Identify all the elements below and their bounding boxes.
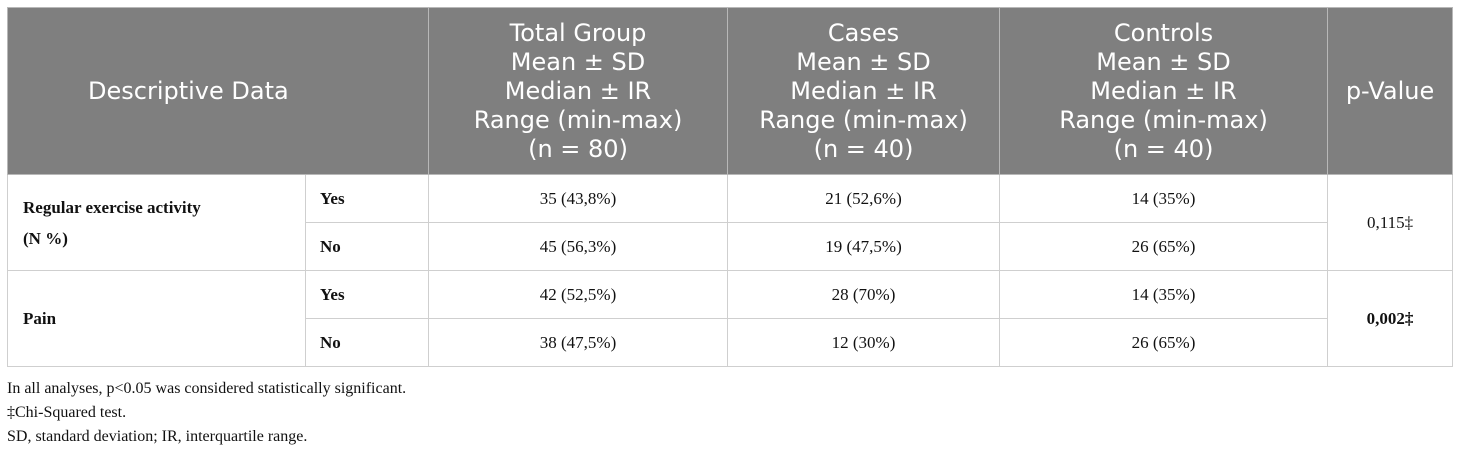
footnote-significance: In all analyses, p<0.05 was considered s… (7, 380, 407, 397)
row-label-pain: Pain (7, 270, 306, 367)
header-descriptive-data: Descriptive Data (6, 7, 430, 175)
header-stat-median: Median ± IR (504, 76, 652, 105)
header-stat-range: Range (min-max) (759, 105, 968, 134)
footnote-abbreviations: SD, standard deviation; IR, interquartil… (7, 428, 308, 445)
p-value-cell: 0,002‡ (1327, 270, 1454, 367)
header-controls: Controls Mean ± SD Median ± IR Range (mi… (999, 7, 1329, 175)
row-label-line: Regular exercise activity (23, 197, 201, 217)
statistics-table: Descriptive Data Total Group Mean ± SD M… (6, 7, 1454, 367)
controls-cell: 14 (35%) (999, 270, 1329, 319)
header-n: (n = 80) (528, 134, 628, 163)
table-row: No 38 (47,5%) 12 (30%) 26 (65%) (8, 318, 1453, 367)
p-value-cell: 0,115‡ (1327, 174, 1454, 271)
row-label-exercise: Regular exercise activity (N %) (7, 174, 306, 271)
table-row: Regular exercise activity (N %) Yes 35 (… (7, 174, 1454, 271)
controls-cell: 26 (65%) (999, 222, 1329, 271)
option-cell: Yes (304, 174, 430, 223)
header-stat-mean: Mean ± SD (1096, 47, 1231, 76)
total-cell: 45 (56,3%) (428, 222, 729, 271)
header-stat-mean: Mean ± SD (796, 47, 931, 76)
header-p-value: p-Value (1327, 7, 1454, 175)
header-row: Descriptive Data Total Group Mean ± SD M… (6, 7, 1454, 175)
total-cell: 35 (43,8%) (428, 174, 729, 223)
header-group-name: Controls (1113, 18, 1214, 47)
header-group-name: Total Group (509, 18, 647, 47)
total-cell: 42 (52,5%) (428, 270, 729, 319)
table-row: Pain Yes 42 (52,5%) 28 (70%) 14 (35%) 0,… (7, 270, 1454, 367)
total-cell: 38 (47,5%) (428, 318, 729, 367)
cases-cell: 12 (30%) (727, 318, 1001, 367)
header-total-group: Total Group Mean ± SD Median ± IR Range … (428, 7, 729, 175)
footnotes: In all analyses, p<0.05 was considered s… (7, 377, 406, 449)
header-stat-median: Median ± IR (790, 76, 937, 105)
header-n: (n = 40) (813, 134, 914, 163)
option-cell: No (304, 222, 430, 271)
header-cases: Cases Mean ± SD Median ± IR Range (min-m… (727, 7, 1001, 175)
option-cell: Yes (304, 270, 430, 319)
controls-cell: 26 (65%) (999, 318, 1329, 367)
header-stat-median: Median ± IR (1090, 76, 1237, 105)
cases-cell: 28 (70%) (727, 270, 1001, 319)
header-stat-range: Range (min-max) (473, 105, 683, 134)
cases-cell: 21 (52,6%) (727, 174, 1001, 223)
footnote-chi-squared: ‡Chi-Squared test. (7, 404, 127, 421)
header-stat-range: Range (min-max) (1059, 105, 1268, 134)
table-row: No 45 (56,3%) 19 (47,5%) 26 (65%) (8, 222, 1453, 271)
header-group-name: Cases (827, 18, 900, 47)
option-cell: No (304, 318, 430, 367)
header-n: (n = 40) (1113, 134, 1214, 163)
header-stat-mean: Mean ± SD (510, 47, 646, 76)
row-label-line: (N %) (23, 228, 68, 248)
controls-cell: 14 (35%) (999, 174, 1329, 223)
cases-cell: 19 (47,5%) (727, 222, 1001, 271)
